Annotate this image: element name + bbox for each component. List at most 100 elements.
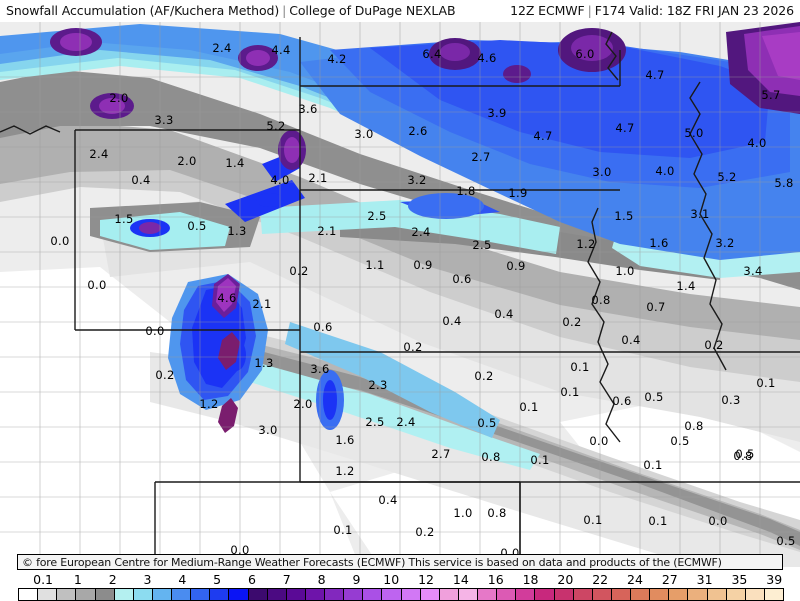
colorbar-swatch[interactable] — [191, 589, 211, 600]
colorbar-swatch[interactable] — [631, 589, 651, 600]
product-title: Snowfall Accumulation (AF/Kuchera Method… — [6, 3, 280, 18]
state-border-missouri-river — [587, 207, 621, 443]
state-border-mn-upper — [605, 31, 619, 81]
colorbar-tick: 16 — [487, 572, 504, 587]
state-border-wyoming — [74, 129, 300, 331]
colorbar-swatch[interactable] — [114, 589, 134, 600]
colorbar-tick: 2 — [108, 572, 117, 587]
colorbar-tick: 22 — [592, 572, 609, 587]
map-canvas[interactable]: 2.4 4.4 4.2 6.4 4.6 6.0 4.7 2.0 3.6 3.9 5.7 3.3 5.2 3… — [0, 22, 800, 567]
header-bar: Snowfall Accumulation (AF/Kuchera Method… — [0, 0, 800, 22]
colorbar-swatch[interactable] — [688, 589, 708, 600]
header-right-text: 12Z ECMWF | F174 Valid: 18Z FRI JAN 23 202… — [510, 3, 794, 18]
colorbar-swatch[interactable] — [363, 589, 383, 600]
colorbar-swatch[interactable] — [573, 589, 593, 600]
colorbar-swatch[interactable] — [669, 589, 689, 600]
purple-region-wisc3 — [762, 32, 800, 80]
colorbar-swatch[interactable] — [38, 589, 58, 600]
colorbar-swatch[interactable] — [745, 589, 765, 600]
colorbar-tick-labels: 0.1 1 2 3 4 5 6 7 8 9 10 12 14 16 18 20 22 24 27 31 35 39 — [0, 572, 800, 587]
colorbar-swatch[interactable] — [305, 589, 325, 600]
colorbar-swatch[interactable] — [267, 589, 287, 600]
purple-blob-4b — [571, 35, 613, 61]
colorbar-swatch[interactable] — [764, 589, 783, 600]
colorbar-swatch[interactable] — [57, 589, 77, 600]
colorbar-swatch[interactable] — [420, 589, 440, 600]
header-separator-1: | — [282, 3, 287, 18]
colorbar-tick: 8 — [317, 572, 326, 587]
state-lines — [0, 31, 800, 567]
purple-blob-co2 — [218, 332, 240, 370]
colorbar-tick: 20 — [557, 572, 574, 587]
colorbar-swatch[interactable] — [210, 589, 230, 600]
purple-blob-wy2 — [99, 98, 125, 114]
band-white-sw — [0, 267, 340, 567]
colorbar-swatch[interactable] — [229, 589, 249, 600]
colorbar-swatch[interactable] — [650, 589, 670, 600]
colorbar-tick: 10 — [383, 572, 400, 587]
colorbar-swatch[interactable] — [478, 589, 498, 600]
state-border-mississippi-river — [689, 81, 727, 371]
colorbar-swatch[interactable] — [76, 589, 96, 600]
colorbar-swatch[interactable] — [726, 589, 746, 600]
header-separator-2: | — [587, 3, 592, 18]
colorbar-tick: 14 — [452, 572, 469, 587]
band-lblue-2 — [285, 322, 500, 438]
purple-blob-mt — [139, 222, 161, 234]
colorbar-tick: 7 — [282, 572, 291, 587]
colorbar-swatch[interactable] — [344, 589, 364, 600]
colorbar-swatch[interactable] — [286, 589, 306, 600]
colorbar-swatch[interactable] — [19, 589, 39, 600]
model-run-label: 12Z ECMWF — [510, 3, 585, 18]
colorbar-swatch[interactable] — [611, 589, 631, 600]
purple-blob-1b — [60, 33, 92, 51]
colorbar-tick: 24 — [627, 572, 643, 587]
colorbar-swatch[interactable] — [172, 589, 192, 600]
colorbar-swatch[interactable] — [439, 589, 459, 600]
colorbar-tick: 35 — [731, 572, 748, 587]
colorbar-swatch[interactable] — [497, 589, 517, 600]
colorbar-swatch[interactable] — [325, 589, 345, 600]
state-border-mt-upper — [0, 125, 61, 135]
colorbar-swatch[interactable] — [152, 589, 172, 600]
purple-blob-2b — [246, 50, 270, 66]
data-source: College of DuPage NEXLAB — [289, 3, 456, 18]
colorbar-swatch[interactable] — [133, 589, 153, 600]
colorbar-swatch[interactable] — [95, 589, 115, 600]
colorbar-tick: 1 — [73, 572, 82, 587]
colorbar-swatches[interactable] — [18, 588, 784, 601]
colorbar-swatch[interactable] — [382, 589, 402, 600]
band-0p1-lower — [150, 352, 800, 567]
colorbar-tick: 4 — [178, 572, 187, 587]
attribution-box: © fore European Centre for Medium-Range … — [17, 554, 783, 570]
band-white-south — [330, 462, 700, 567]
colorbar-swatch[interactable] — [554, 589, 574, 600]
colorbar-swatch[interactable] — [707, 589, 727, 600]
band-0p1-swath — [100, 192, 800, 442]
colorbar-swatch[interactable] — [516, 589, 536, 600]
purple-blob-co3 — [218, 398, 238, 433]
colorbar-swatch[interactable] — [401, 589, 421, 600]
colorbar-tick: 12 — [418, 572, 435, 587]
purple-blob-co1b — [216, 278, 236, 312]
colorbar-swatch[interactable] — [458, 589, 478, 600]
colorbar-tick: 5 — [213, 572, 222, 587]
colorbar-tick: 9 — [352, 572, 361, 587]
colorbar-tick: 31 — [696, 572, 713, 587]
header-left-text: Snowfall Accumulation (AF/Kuchera Method… — [6, 3, 456, 18]
colorbar-swatch[interactable] — [535, 589, 555, 600]
colorbar-tick: 18 — [522, 572, 539, 587]
colorbar-swatch[interactable] — [592, 589, 612, 600]
purple-blob-sd2 — [284, 137, 300, 163]
forecast-valid-label: F174 Valid: 18Z FRI JAN 23 2026 — [594, 3, 794, 18]
purple-blob-ne — [503, 65, 531, 83]
colorbar-tick: 27 — [661, 572, 678, 587]
map-graphics — [0, 22, 800, 567]
colorbar-swatch[interactable] — [248, 589, 268, 600]
band-3-dark-2 — [245, 347, 800, 546]
attribution-text: © fore European Centre for Medium-Range … — [22, 556, 722, 569]
band-blue-core-2 — [370, 40, 770, 158]
state-border-colorado — [154, 330, 301, 567]
colorbar[interactable]: 0.1 1 2 3 4 5 6 7 8 9 10 12 14 16 18 20 22 24 27 31 35 39 — [0, 572, 800, 601]
